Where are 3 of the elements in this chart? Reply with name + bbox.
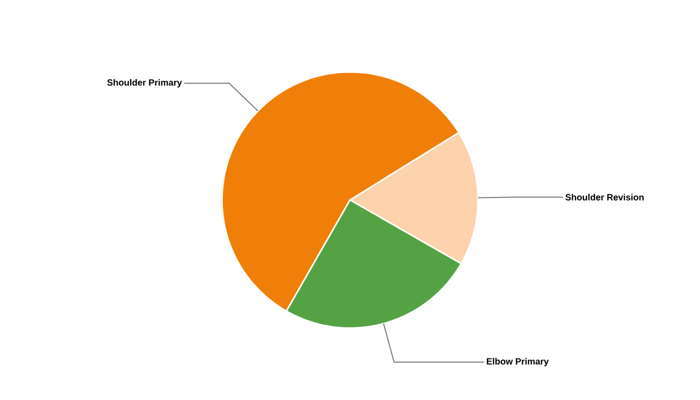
- slice-label: Shoulder Revision: [565, 194, 644, 200]
- slice-label: Shoulder Primary: [107, 79, 182, 88]
- slice-label: Elbow Primary: [486, 358, 549, 366]
